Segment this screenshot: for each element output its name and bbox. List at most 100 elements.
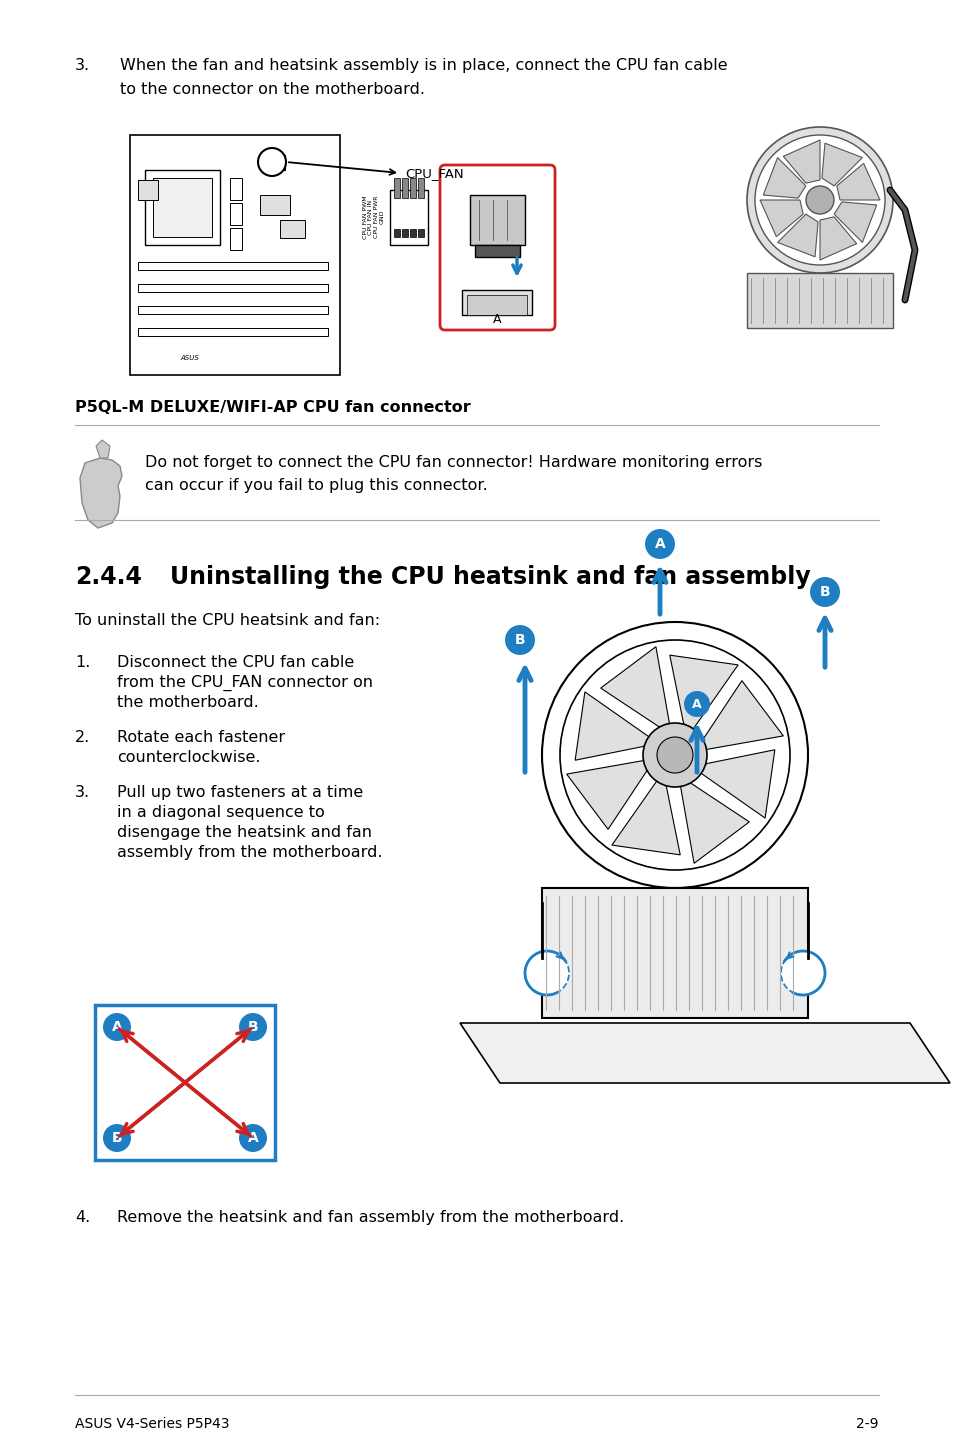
FancyBboxPatch shape: [439, 165, 555, 329]
Bar: [401, 178, 408, 198]
Polygon shape: [836, 164, 879, 200]
Bar: [541, 889, 807, 1018]
Polygon shape: [575, 692, 652, 761]
Polygon shape: [762, 158, 805, 198]
Text: B: B: [112, 1132, 122, 1145]
Text: the motherboard.: the motherboard.: [117, 695, 258, 710]
Bar: [138, 180, 158, 200]
Polygon shape: [820, 217, 856, 260]
Text: ASUS: ASUS: [180, 355, 199, 361]
Circle shape: [239, 1012, 267, 1041]
Text: 3.: 3.: [75, 785, 90, 800]
Circle shape: [541, 623, 807, 889]
Polygon shape: [80, 457, 122, 528]
Bar: [475, 244, 519, 257]
Text: 2-9: 2-9: [856, 1416, 878, 1431]
Polygon shape: [611, 778, 679, 854]
Polygon shape: [459, 1022, 949, 1083]
Polygon shape: [669, 656, 738, 732]
Text: Rotate each fastener: Rotate each fastener: [117, 731, 285, 745]
Bar: [145, 170, 220, 244]
Bar: [461, 290, 532, 315]
Bar: [138, 328, 328, 336]
Text: Disconnect the CPU fan cable: Disconnect the CPU fan cable: [117, 654, 354, 670]
Text: 2.4.4: 2.4.4: [75, 565, 142, 590]
Text: CPU_FAN: CPU_FAN: [405, 167, 463, 180]
Bar: [230, 229, 242, 250]
Bar: [260, 155, 285, 170]
Bar: [394, 229, 399, 237]
Bar: [152, 178, 212, 237]
Bar: [95, 1005, 274, 1160]
Circle shape: [642, 723, 706, 787]
Text: To uninstall the CPU heatsink and fan:: To uninstall the CPU heatsink and fan:: [75, 613, 379, 628]
Text: B: B: [819, 585, 829, 600]
Text: B: B: [515, 633, 525, 647]
Bar: [138, 262, 328, 270]
Text: 1.: 1.: [75, 654, 91, 670]
Text: counterclockwise.: counterclockwise.: [117, 751, 260, 765]
Bar: [470, 196, 524, 244]
Polygon shape: [782, 139, 820, 183]
Circle shape: [524, 951, 568, 995]
Circle shape: [754, 135, 884, 265]
Bar: [417, 178, 423, 198]
Text: A: A: [692, 697, 701, 710]
Text: A: A: [248, 1132, 258, 1145]
Bar: [417, 229, 423, 237]
Polygon shape: [679, 782, 748, 863]
Text: 2.: 2.: [75, 731, 91, 745]
Text: A: A: [654, 536, 664, 551]
Bar: [230, 203, 242, 224]
Bar: [394, 178, 399, 198]
Bar: [130, 135, 339, 375]
Polygon shape: [698, 749, 774, 818]
Text: A: A: [493, 313, 500, 326]
Polygon shape: [96, 440, 110, 457]
Bar: [138, 306, 328, 313]
Text: can occur if you fail to plug this connector.: can occur if you fail to plug this conne…: [145, 477, 487, 493]
Bar: [467, 295, 526, 315]
Bar: [138, 283, 328, 292]
Bar: [410, 229, 416, 237]
Circle shape: [805, 186, 833, 214]
Bar: [230, 178, 242, 200]
Polygon shape: [566, 759, 647, 830]
Polygon shape: [760, 200, 802, 237]
Circle shape: [746, 127, 892, 273]
Text: ASUS V4-Series P5P43: ASUS V4-Series P5P43: [75, 1416, 230, 1431]
Text: Do not forget to connect the CPU fan connector! Hardware monitoring errors: Do not forget to connect the CPU fan con…: [145, 454, 761, 470]
Circle shape: [103, 1125, 131, 1152]
Text: Pull up two fasteners at a time: Pull up two fasteners at a time: [117, 785, 363, 800]
Bar: [410, 178, 416, 198]
Circle shape: [781, 951, 824, 995]
Bar: [280, 220, 305, 239]
Text: B: B: [248, 1020, 258, 1034]
Polygon shape: [833, 201, 876, 243]
Text: Remove the heatsink and fan assembly from the motherboard.: Remove the heatsink and fan assembly fro…: [117, 1209, 623, 1225]
Polygon shape: [600, 647, 669, 728]
Text: assembly from the motherboard.: assembly from the motherboard.: [117, 846, 382, 860]
Circle shape: [683, 692, 709, 718]
Circle shape: [644, 529, 675, 559]
Circle shape: [559, 640, 789, 870]
Text: P5QL-M DELUXE/WIFI-AP CPU fan connector: P5QL-M DELUXE/WIFI-AP CPU fan connector: [75, 400, 470, 416]
Text: 4.: 4.: [75, 1209, 91, 1225]
Bar: [260, 196, 290, 216]
Bar: [390, 190, 428, 244]
Circle shape: [657, 738, 692, 774]
Circle shape: [257, 148, 286, 175]
Bar: [401, 229, 408, 237]
Text: A: A: [112, 1020, 122, 1034]
Text: Uninstalling the CPU heatsink and fan assembly: Uninstalling the CPU heatsink and fan as…: [170, 565, 810, 590]
Circle shape: [504, 626, 535, 654]
Polygon shape: [777, 214, 818, 257]
Polygon shape: [701, 680, 782, 751]
Text: in a diagonal sequence to: in a diagonal sequence to: [117, 805, 324, 820]
Text: to the connector on the motherboard.: to the connector on the motherboard.: [120, 82, 424, 96]
Text: When the fan and heatsink assembly is in place, connect the CPU fan cable: When the fan and heatsink assembly is in…: [120, 58, 727, 73]
Circle shape: [103, 1012, 131, 1041]
Text: CPU FAN PWM
CPU FAN IN
CPU FAN PWR
GND: CPU FAN PWM CPU FAN IN CPU FAN PWR GND: [362, 196, 385, 239]
Circle shape: [809, 577, 840, 607]
Bar: [746, 273, 892, 328]
